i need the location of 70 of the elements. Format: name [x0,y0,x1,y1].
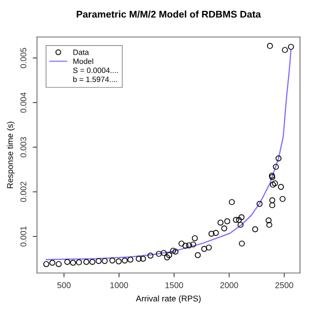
point [89,258,96,265]
point [278,184,284,190]
point [96,258,102,264]
x-tick-label: 2000 [220,282,238,288]
y-tick-label: 0.002 [20,182,26,202]
x-tick-label: 1500 [165,282,184,288]
point [160,250,167,256]
point [208,230,214,237]
point [190,241,196,248]
x-tick-label: 2500 [275,282,294,288]
point [238,214,245,220]
point [224,218,230,224]
point [266,217,272,224]
point [76,259,82,266]
point [122,258,128,264]
point [282,46,288,53]
y-tick-label: 0.001 [20,226,26,247]
point [266,42,273,49]
point [228,199,235,206]
y-tick-label: 0.003 [20,137,26,158]
point [116,258,122,264]
y-axis-title: Response time (s) [6,122,15,188]
point [272,164,279,170]
y-tick-label: 0.005 [20,48,26,68]
point [252,226,258,232]
y-tick-label: 0.004 [20,92,26,113]
point [194,252,201,258]
point [127,256,134,263]
point [70,260,76,266]
point [212,230,219,236]
point [156,250,162,257]
point [232,216,239,223]
point [266,222,272,228]
point [172,248,178,255]
point [109,258,116,264]
point [269,202,276,208]
point [83,258,90,265]
point [164,254,170,260]
point [236,216,242,223]
point [280,196,286,202]
point [56,261,62,268]
point [276,155,282,162]
point [43,261,50,268]
point [256,200,263,207]
point [238,240,245,247]
point [64,258,70,265]
point [269,197,276,204]
point [136,256,142,262]
point [147,252,154,259]
point [288,44,294,50]
point [221,225,228,232]
chart-title: Parametric M/M/2 Model of RDBMS Data [76,10,261,18]
point [238,222,244,228]
x-tick-label: 500 [57,282,71,288]
point [186,242,192,248]
point [206,244,212,251]
point [270,182,276,188]
point [170,248,176,254]
point [272,180,278,186]
point [102,258,108,264]
point [166,252,172,258]
point [217,220,224,226]
point [178,240,184,247]
point [201,246,208,252]
point [140,256,146,262]
point [182,242,188,249]
point [192,235,198,242]
x-tick-label: 1000 [110,282,128,288]
point [49,260,56,266]
x-axis-title: Arrival rate (RPS) [136,295,201,304]
